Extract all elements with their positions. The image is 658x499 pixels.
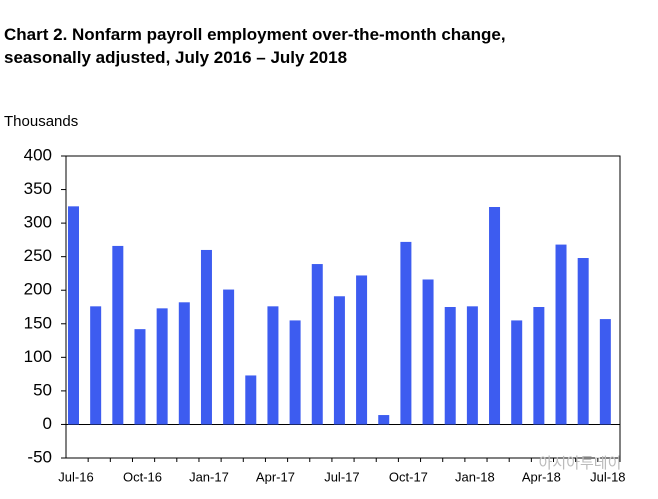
chart-title: Chart 2. Nonfarm payroll employment over… xyxy=(4,25,506,44)
x-tick-label: Oct-17 xyxy=(389,469,428,484)
bar xyxy=(289,320,301,425)
x-tick-label: Jul-17 xyxy=(324,469,359,484)
y-tick-label: 250 xyxy=(24,246,52,265)
bar xyxy=(444,307,456,425)
y-tick-label: 150 xyxy=(24,313,52,332)
x-tick-label: Jul-16 xyxy=(58,469,93,484)
y-tick-label: 350 xyxy=(24,179,52,198)
bar xyxy=(511,320,523,425)
y-tick-label: 300 xyxy=(24,213,52,232)
bar xyxy=(489,207,501,425)
bar xyxy=(245,375,257,425)
bar xyxy=(533,307,545,425)
x-tick-label: Apr-18 xyxy=(522,469,561,484)
bar xyxy=(356,275,368,425)
bar xyxy=(466,306,478,425)
bar xyxy=(134,329,146,425)
y-tick-label: 0 xyxy=(43,414,52,433)
x-tick-label: Jan-17 xyxy=(189,469,229,484)
bar xyxy=(223,289,235,425)
y-tick-label: 100 xyxy=(24,347,52,366)
bar xyxy=(555,244,567,425)
y-tick-label: 400 xyxy=(24,145,52,164)
bar xyxy=(178,302,190,425)
bar xyxy=(378,415,390,425)
bar xyxy=(422,279,434,425)
bar xyxy=(112,245,124,425)
bar xyxy=(90,306,102,425)
x-tick-label: Jul-18 xyxy=(590,469,625,484)
x-tick-label: Oct-16 xyxy=(123,469,162,484)
x-tick-label: Apr-17 xyxy=(256,469,295,484)
bar xyxy=(311,264,323,425)
watermark: 아시아투데이 xyxy=(539,455,622,472)
bar xyxy=(200,249,212,425)
bar xyxy=(156,308,168,425)
bar xyxy=(333,296,345,425)
bar xyxy=(267,306,279,425)
chart-title: seasonally adjusted, July 2016 – July 20… xyxy=(4,48,347,67)
bar xyxy=(400,241,412,425)
x-tick-label: Jan-18 xyxy=(455,469,495,484)
y-tick-label: -50 xyxy=(27,447,52,466)
y-tick-label: 200 xyxy=(24,280,52,299)
y-axis-label: Thousands xyxy=(4,113,78,130)
plot-frame xyxy=(65,155,621,459)
bar xyxy=(599,319,611,425)
bar xyxy=(577,258,589,425)
y-tick-label: 50 xyxy=(33,380,52,399)
bar xyxy=(68,206,79,425)
